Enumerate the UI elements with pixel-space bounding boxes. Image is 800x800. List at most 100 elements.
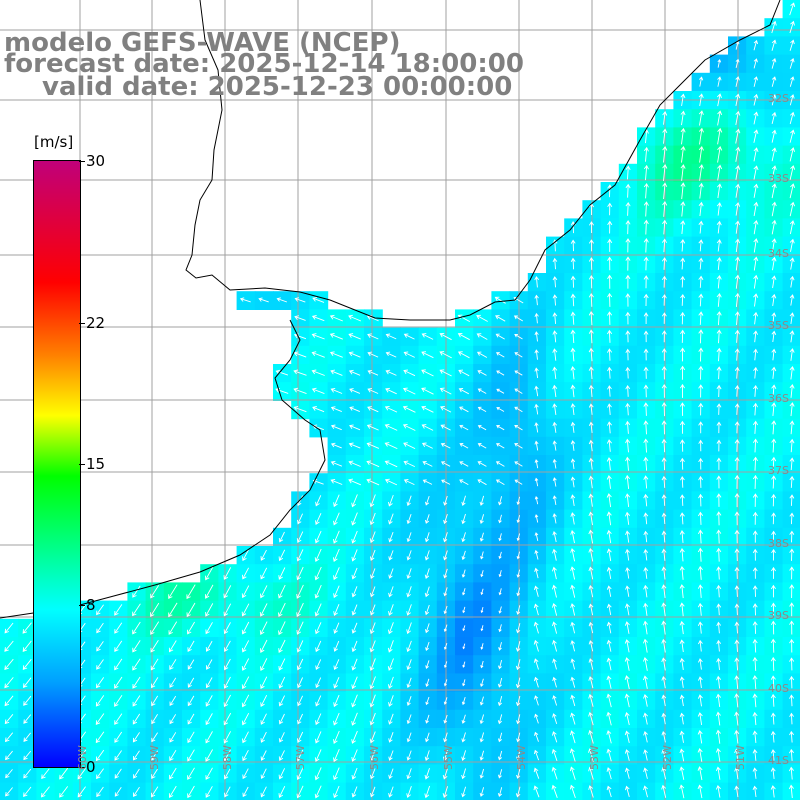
wind-arrow — [607, 220, 613, 234]
wind-arrow — [625, 585, 630, 597]
wind-arrow — [533, 676, 539, 688]
wind-arrow — [789, 420, 795, 435]
wind-arrow — [168, 785, 177, 799]
wind-arrow — [440, 406, 452, 413]
wind-arrow — [187, 767, 195, 780]
wind-arrow — [351, 767, 358, 780]
wind-arrow — [96, 641, 104, 652]
coastline-segment — [185, 0, 781, 321]
wind-arrow — [533, 621, 539, 634]
wind-arrow — [771, 312, 777, 324]
valid-date: valid date: 2025-12-23 00:00:00 — [42, 72, 513, 102]
wind-arrow — [333, 512, 340, 526]
wind-arrow — [789, 275, 795, 288]
wind-arrow — [697, 621, 703, 634]
wind-arrow — [552, 440, 557, 451]
wind-arrow — [753, 366, 758, 379]
wind-arrow — [534, 549, 539, 560]
wind-arrow — [625, 348, 631, 361]
wind-arrow — [588, 693, 594, 707]
wind-arrow — [716, 547, 722, 562]
wind-arrow — [497, 714, 503, 725]
wind-arrow — [679, 602, 685, 617]
wind-arrow — [625, 530, 631, 543]
wind-arrow — [716, 202, 722, 216]
wind-arrow — [205, 566, 214, 581]
wind-arrow — [461, 768, 467, 780]
latitude-label: 39S — [768, 609, 789, 622]
wind-arrow — [496, 388, 505, 394]
wind-arrow — [315, 640, 322, 653]
longitude-label: 55W — [442, 745, 455, 770]
wind-arrow — [643, 366, 649, 379]
wind-arrow — [223, 694, 231, 708]
wind-arrow — [333, 767, 340, 781]
wind-arrow — [771, 111, 777, 125]
wind-arrow — [734, 693, 740, 708]
wind-arrow — [187, 640, 195, 653]
wind-arrow — [606, 585, 612, 597]
wind-arrow — [643, 584, 649, 598]
wind-arrow — [443, 532, 448, 543]
wind-arrow — [552, 294, 558, 306]
wind-arrow — [643, 312, 649, 324]
wind-arrow — [771, 566, 776, 579]
colorbar-tick — [79, 322, 85, 324]
wind-arrow — [624, 693, 630, 708]
wind-arrow — [588, 239, 594, 252]
wind-arrow — [168, 602, 178, 618]
wind-arrow — [333, 585, 340, 599]
wind-arrow — [552, 348, 558, 361]
wind-arrow — [770, 712, 776, 725]
wind-arrow — [132, 713, 141, 725]
wind-arrow — [351, 567, 358, 580]
wind-arrow — [607, 329, 613, 343]
wind-arrow — [4, 622, 14, 634]
wind-arrow — [752, 621, 758, 634]
wind-arrow — [367, 369, 379, 376]
wind-arrow — [403, 460, 415, 468]
wind-arrow — [425, 660, 430, 669]
wind-arrow — [569, 730, 576, 744]
forecast-date: forecast date: 2025-12-14 18:00:00 — [4, 49, 524, 79]
wind-arrow — [735, 146, 741, 162]
wind-arrow — [477, 388, 487, 394]
wind-arrow — [679, 547, 685, 562]
wind-arrow — [679, 512, 685, 525]
wind-arrow — [570, 275, 576, 288]
wind-arrow — [570, 384, 576, 398]
wind-arrow — [461, 714, 466, 724]
wind-arrow — [735, 110, 741, 125]
wind-arrow — [223, 731, 231, 744]
wind-arrow — [607, 202, 613, 216]
wind-arrow — [606, 621, 612, 634]
wind-arrow — [679, 657, 685, 670]
wind-arrow — [679, 565, 685, 580]
wind-arrow — [5, 769, 13, 779]
wind-arrow — [606, 511, 612, 526]
wind-arrow — [462, 606, 466, 614]
wind-arrow — [789, 183, 796, 199]
wind-arrow — [552, 330, 558, 343]
wind-arrow — [771, 165, 777, 180]
wind-arrow — [534, 477, 539, 487]
wind-arrow — [607, 311, 613, 325]
wind-arrow — [698, 164, 704, 181]
wind-arrow — [734, 456, 740, 471]
wind-arrow — [259, 639, 268, 653]
wind-arrow — [588, 640, 594, 652]
wind-arrow — [771, 94, 777, 106]
wind-arrow — [753, 165, 759, 180]
wind-arrow — [421, 424, 434, 431]
wind-arrow — [333, 604, 340, 616]
wind-arrow — [132, 603, 141, 617]
wind-arrow — [259, 585, 268, 599]
wind-arrow — [459, 424, 469, 431]
wind-arrow — [661, 383, 667, 398]
wind-arrow — [661, 566, 667, 580]
wind-arrow — [789, 20, 795, 34]
wind-arrow — [661, 620, 667, 635]
wind-arrow — [534, 514, 539, 523]
wind-arrow — [661, 548, 667, 561]
wind-arrow — [643, 330, 649, 343]
